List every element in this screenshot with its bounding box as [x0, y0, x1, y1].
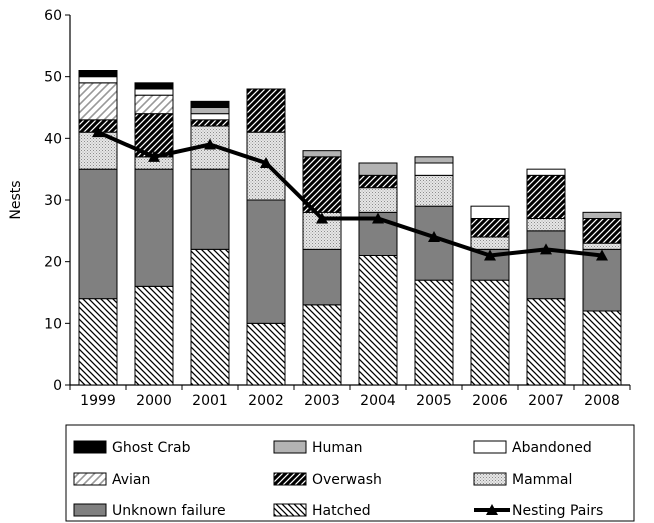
- bar-segment-ghostcrab: [191, 101, 229, 107]
- bar-segment-unknown: [247, 200, 285, 323]
- bar-segment-unknown: [303, 249, 341, 304]
- x-tick-label: 2007: [528, 393, 564, 409]
- x-tick-label: 1999: [80, 393, 116, 409]
- x-tick-label: 2003: [304, 393, 340, 409]
- bar-segment-mammal: [583, 243, 621, 249]
- bar-segment-hatched: [135, 286, 173, 385]
- bar-segment-mammal: [415, 175, 453, 206]
- bar-segment-overwash: [191, 120, 229, 126]
- x-tick-label: 2002: [248, 393, 284, 409]
- bar-segment-overwash: [583, 219, 621, 244]
- legend-swatch-unknown: [74, 504, 106, 516]
- legend-swatch-mammal: [474, 473, 506, 485]
- bar-segment-abandoned: [527, 169, 565, 175]
- x-tick-label: 2008: [584, 393, 620, 409]
- bar-segment-unknown: [527, 231, 565, 299]
- y-tick-label: 40: [44, 131, 62, 147]
- legend-label: Mammal: [512, 472, 572, 488]
- bar-segment-human: [303, 151, 341, 157]
- y-tick-label: 0: [53, 378, 62, 394]
- bar-segment-abandoned: [79, 77, 117, 83]
- bar-segment-human: [583, 212, 621, 218]
- bar-segment-human: [191, 108, 229, 114]
- y-axis-label: Nests: [8, 180, 24, 219]
- legend-label: Hatched: [312, 503, 371, 519]
- bar-segment-unknown: [191, 169, 229, 249]
- bars-layer: [79, 71, 621, 386]
- legend-label: Unknown failure: [112, 503, 226, 519]
- x-tick-label: 2006: [472, 393, 508, 409]
- bar-segment-hatched: [303, 305, 341, 385]
- x-tick-label: 2001: [192, 393, 228, 409]
- bar-segment-hatched: [415, 280, 453, 385]
- bar-segment-mammal: [471, 237, 509, 249]
- bar-segment-mammal: [359, 188, 397, 213]
- bar-segment-unknown: [135, 169, 173, 286]
- bar-segment-abandoned: [135, 89, 173, 95]
- bar-segment-human: [359, 163, 397, 175]
- bar-segment-abandoned: [191, 114, 229, 120]
- bar-segment-overwash: [247, 89, 285, 132]
- legend-label: Abandoned: [512, 440, 592, 456]
- bar-segment-hatched: [359, 256, 397, 386]
- bar-segment-overwash: [359, 175, 397, 187]
- legend-swatch-ghostcrab: [74, 441, 106, 453]
- y-tick-label: 30: [44, 193, 62, 209]
- bar-segment-hatched: [191, 249, 229, 385]
- legend-swatch-human: [274, 441, 306, 453]
- y-tick-label: 50: [44, 70, 62, 86]
- y-tick-label: 10: [44, 316, 62, 332]
- x-tick-label: 2005: [416, 393, 452, 409]
- bar-segment-hatched: [471, 280, 509, 385]
- legend-label: Nesting Pairs: [512, 503, 603, 519]
- legend-swatch-hatched: [274, 504, 306, 516]
- nesting-pairs-line: [98, 132, 602, 255]
- bar-segment-avian: [135, 95, 173, 114]
- legend-label: Avian: [112, 472, 150, 488]
- bar-segment-ghostcrab: [135, 83, 173, 89]
- bar-segment-ghostcrab: [79, 71, 117, 77]
- bar-segment-mammal: [527, 219, 565, 231]
- legend-label: Overwash: [312, 472, 382, 488]
- bar-segment-abandoned: [471, 206, 509, 218]
- bar-segment-abandoned: [415, 163, 453, 175]
- bar-segment-hatched: [583, 311, 621, 385]
- legend-label: Ghost Crab: [112, 440, 191, 456]
- bar-segment-hatched: [247, 323, 285, 385]
- legend-swatch-avian: [74, 473, 106, 485]
- x-tick-label: 2000: [136, 393, 172, 409]
- bar-segment-avian: [79, 83, 117, 120]
- y-tick-label: 20: [44, 255, 62, 271]
- legend: Ghost Crab Human Abandoned Avian Overwash Mam…: [66, 425, 634, 521]
- legend-swatch-abandoned: [474, 441, 506, 453]
- legend-swatch-overwash: [274, 473, 306, 485]
- bar-segment-hatched: [527, 299, 565, 385]
- y-tick-label: 60: [44, 8, 62, 24]
- bar-segment-human: [415, 157, 453, 163]
- legend-label: Human: [312, 440, 363, 456]
- bar-segment-unknown: [79, 169, 117, 299]
- bar-segment-overwash: [471, 219, 509, 238]
- bar-segment-hatched: [79, 299, 117, 385]
- bar-segment-overwash: [527, 175, 565, 218]
- x-tick-label: 2004: [360, 393, 396, 409]
